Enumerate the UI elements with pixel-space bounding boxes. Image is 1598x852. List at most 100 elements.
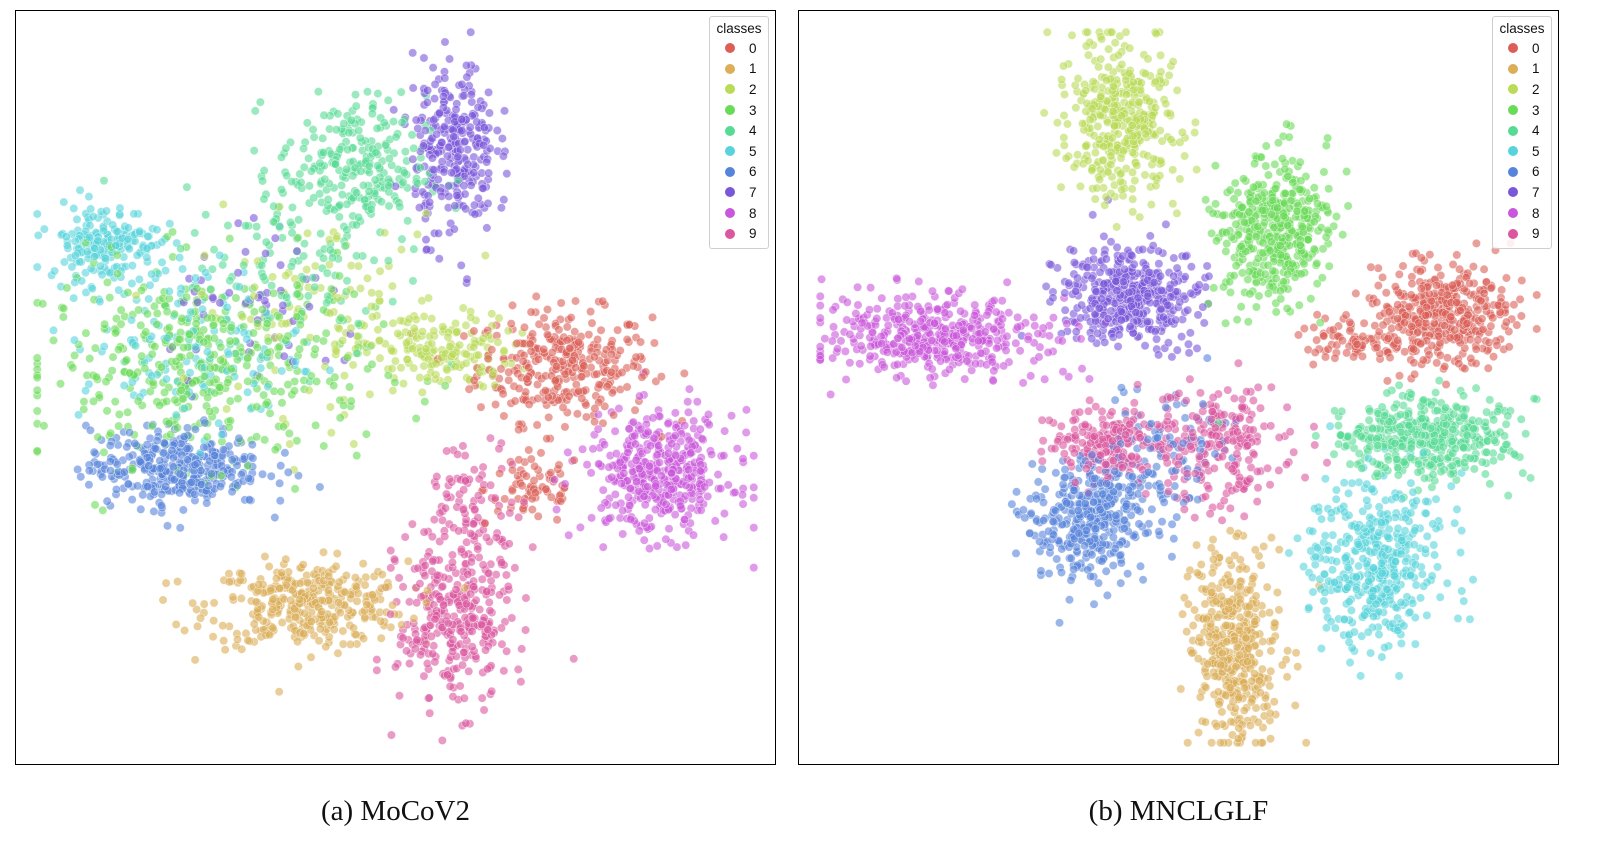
- data-point-class-0: [1512, 320, 1522, 330]
- data-point-class-4: [315, 158, 325, 168]
- data-point-class-5: [157, 257, 167, 267]
- data-point-class-8: [617, 479, 626, 489]
- data-point-class-6: [1167, 519, 1177, 529]
- legend-marker-icon: [725, 146, 735, 157]
- data-point-class-2: [325, 402, 335, 412]
- data-point-class-3: [134, 305, 144, 315]
- data-point-class-3: [172, 423, 182, 433]
- data-point-class-9: [517, 644, 527, 654]
- data-point-class-9: [461, 599, 471, 609]
- data-point-class-3: [223, 378, 233, 388]
- data-point-class-1: [331, 561, 341, 571]
- data-point-class-7: [241, 247, 250, 257]
- data-point-class-9: [519, 497, 529, 507]
- data-point-class-4: [249, 146, 259, 156]
- data-point-class-5: [277, 366, 287, 376]
- data-point-class-3: [140, 363, 150, 373]
- data-point-class-3: [306, 371, 316, 381]
- data-point-class-1: [171, 619, 181, 629]
- data-point-class-4: [286, 261, 296, 271]
- data-point-class-9: [437, 735, 447, 745]
- data-point-class-5: [87, 284, 97, 294]
- data-point-class-1: [314, 636, 324, 646]
- data-point-class-6: [152, 436, 162, 446]
- data-point-class-6: [276, 461, 286, 471]
- data-point-class-7: [445, 54, 455, 64]
- data-point-class-8: [707, 449, 717, 459]
- data-point-class-2: [387, 346, 397, 356]
- data-point-class-4: [258, 272, 268, 282]
- data-point-class-2: [250, 282, 260, 292]
- data-point-class-5: [77, 276, 87, 286]
- data-point-class-5: [69, 203, 79, 213]
- scatter-plot-a: [32, 27, 759, 745]
- data-point-class-3: [269, 288, 279, 298]
- data-point-class-0: [551, 361, 561, 371]
- legend-label: 7: [749, 184, 757, 200]
- data-point-class-3: [93, 432, 103, 442]
- data-point-class-5: [201, 268, 211, 278]
- data-point-class-5: [127, 278, 137, 288]
- data-point-class-0: [524, 445, 534, 455]
- data-point-class-9: [458, 505, 468, 515]
- data-point-class-9: [491, 570, 501, 580]
- data-point-class-0: [539, 313, 549, 323]
- data-point-class-7: [482, 157, 492, 167]
- data-point-class-3: [81, 328, 91, 338]
- data-point-class-7: [428, 63, 438, 73]
- data-point-class-7: [422, 244, 432, 254]
- data-point-class-5: [197, 304, 207, 314]
- data-point-class-6: [150, 487, 160, 497]
- data-point-class-4: [333, 109, 343, 119]
- data-point-class-9: [422, 659, 432, 669]
- data-point-class-2: [375, 335, 385, 345]
- data-point-class-8: [552, 505, 562, 515]
- data-point-class-5: [143, 232, 153, 241]
- data-point-class-5: [86, 204, 96, 214]
- data-point-class-0: [518, 356, 528, 366]
- data-point-class-3: [283, 380, 293, 390]
- data-point-class-1: [1266, 646, 1276, 656]
- data-point-class-6: [106, 466, 116, 476]
- data-point-class-2: [331, 346, 341, 356]
- data-point-class-1: [190, 655, 200, 665]
- data-point-class-4: [367, 109, 377, 119]
- data-point-class-6: [111, 485, 121, 495]
- data-point-class-3: [111, 328, 121, 338]
- data-point-class-1: [180, 626, 190, 636]
- data-point-class-9: [427, 532, 437, 542]
- data-point-class-8: [651, 481, 661, 491]
- data-point-class-2: [451, 361, 461, 371]
- data-point-class-3: [420, 397, 430, 407]
- data-point-class-2: [388, 386, 398, 396]
- data-point-class-1: [341, 571, 351, 580]
- data-point-class-8: [578, 444, 588, 454]
- data-point-class-1: [317, 595, 327, 605]
- data-point-class-2: [1097, 34, 1107, 44]
- data-point-class-2: [421, 344, 431, 354]
- data-point-class-7: [215, 298, 225, 308]
- legend-item-8: 8: [710, 203, 768, 224]
- data-point-class-5: [81, 386, 91, 396]
- data-point-class-7: [482, 223, 492, 233]
- data-point-class-7: [1089, 254, 1099, 264]
- data-point-class-4: [353, 319, 363, 329]
- data-point-class-8: [645, 461, 655, 471]
- data-point-class-4: [397, 234, 407, 244]
- data-point-class-9: [502, 646, 512, 656]
- data-point-class-9: [494, 444, 504, 454]
- data-point-class-1: [308, 583, 318, 593]
- data-point-class-4: [396, 87, 406, 97]
- data-point-class-1: [345, 639, 355, 649]
- data-point-class-8: [663, 419, 673, 429]
- data-point-class-8: [741, 427, 751, 437]
- data-point-class-8: [749, 563, 759, 573]
- data-point-class-0: [487, 345, 497, 355]
- data-point-class-7: [437, 157, 447, 167]
- data-point-class-9: [474, 474, 484, 484]
- data-point-class-8: [749, 451, 759, 461]
- data-point-class-8: [639, 535, 649, 545]
- data-point-class-3: [167, 342, 177, 352]
- data-point-class-7: [456, 260, 466, 270]
- data-point-class-8: [652, 450, 662, 460]
